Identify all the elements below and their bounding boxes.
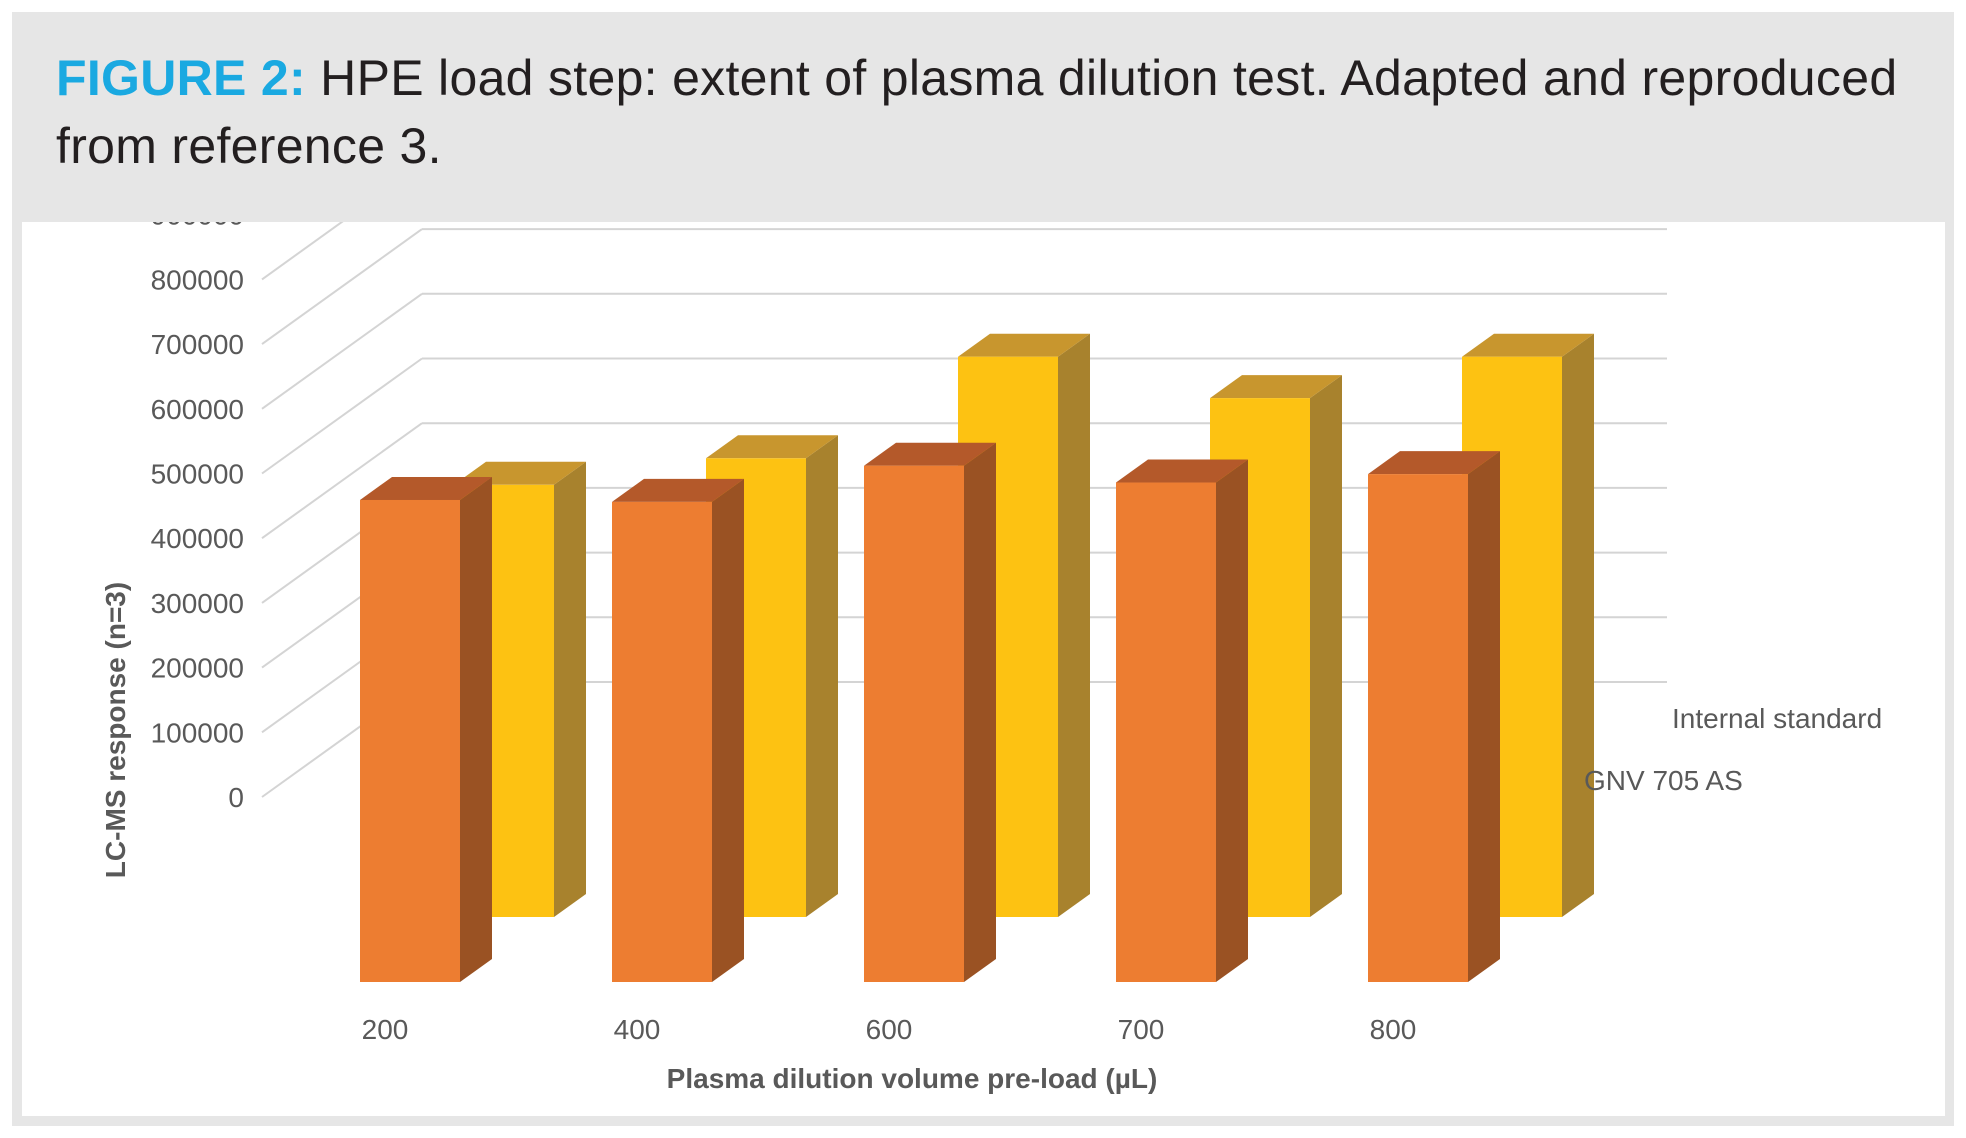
- x-tick-label: 800: [1370, 1014, 1417, 1045]
- y-tick-label: 200000: [151, 653, 244, 684]
- gridline-diagonal: [261, 163, 423, 281]
- caption-text: HPE load step: extent of plasma dilution…: [56, 50, 1898, 174]
- y-axis-title: LC-MS response (n=3): [100, 582, 131, 878]
- bar-side-face: [1310, 375, 1342, 917]
- bar-gnv-705-as: [1368, 451, 1500, 982]
- bar-side-face: [554, 461, 586, 917]
- bar-side-face: [1468, 451, 1500, 982]
- bar-gnv-705-as: [360, 476, 492, 982]
- x-tick-label: 600: [866, 1014, 913, 1045]
- bar-top-face: [1116, 459, 1248, 483]
- bar-front-face: [612, 501, 712, 982]
- y-tick-label: 0: [228, 782, 244, 813]
- x-tick-label: 200: [362, 1014, 409, 1045]
- y-tick-label: 100000: [151, 717, 244, 748]
- x-axis-ticks: 200 400 600 700 800: [362, 1014, 1417, 1045]
- bar-side-face: [460, 476, 492, 982]
- gridline-diagonal: [261, 357, 423, 475]
- bar-side-face: [1058, 333, 1090, 917]
- x-axis-title: Plasma dilution volume pre-load (µL): [667, 1063, 1158, 1094]
- y-tick-label: 300000: [151, 588, 244, 619]
- bar-top-face: [360, 476, 492, 500]
- bar-side-face: [806, 435, 838, 917]
- bar-front-face: [864, 465, 964, 983]
- bar-front-face: [1368, 474, 1468, 982]
- bar-front-face: [360, 499, 460, 982]
- bar-top-face: [864, 442, 996, 466]
- gridline-diagonal: [261, 422, 423, 540]
- bar-gnv-705-as: [612, 478, 744, 982]
- series-label-gnv-705-as: GNV 705 AS: [1584, 765, 1743, 796]
- gridline-diagonal: [261, 228, 423, 345]
- bar-front-face: [1116, 482, 1216, 982]
- y-tick-label: 900000: [151, 222, 244, 231]
- bar-side-face: [1216, 459, 1248, 982]
- bar-side-face: [964, 442, 996, 983]
- figure-caption: FIGURE 2: HPE load step: extent of plasm…: [56, 44, 1916, 180]
- bars: [360, 333, 1594, 983]
- y-tick-label: 700000: [151, 329, 244, 360]
- gridline-diagonal: [261, 292, 423, 410]
- y-tick-label: 400000: [151, 523, 244, 554]
- bar-gnv-705-as: [1116, 459, 1248, 982]
- figure-label: FIGURE 2:: [56, 50, 306, 106]
- bar-top-face: [1462, 333, 1594, 357]
- bar-side-face: [712, 478, 744, 982]
- bar-chart: 0 100000 200000 300000 400000 500000 600000 700…: [100, 98, 1882, 1094]
- y-tick-label: 800000: [151, 264, 244, 295]
- y-tick-label: 600000: [151, 394, 244, 425]
- bar-top-face: [706, 435, 838, 459]
- y-tick-label: 500000: [151, 459, 244, 490]
- y-axis-ticks: 0 100000 200000 300000 400000 500000 600000 700…: [151, 200, 244, 813]
- bar-top-face: [958, 333, 1090, 357]
- bar-top-face: [1210, 375, 1342, 399]
- chart-panel: 0 100000 200000 300000 400000 500000 600000 700…: [22, 98, 1945, 1116]
- x-tick-label: 700: [1118, 1014, 1165, 1045]
- bar-top-face: [612, 478, 744, 502]
- x-tick-label: 400: [614, 1014, 661, 1045]
- bar-gnv-705-as: [864, 442, 996, 983]
- bar-side-face: [1562, 333, 1594, 917]
- bar-top-face: [1368, 451, 1500, 475]
- series-label-internal-standard: Internal standard: [1672, 703, 1882, 734]
